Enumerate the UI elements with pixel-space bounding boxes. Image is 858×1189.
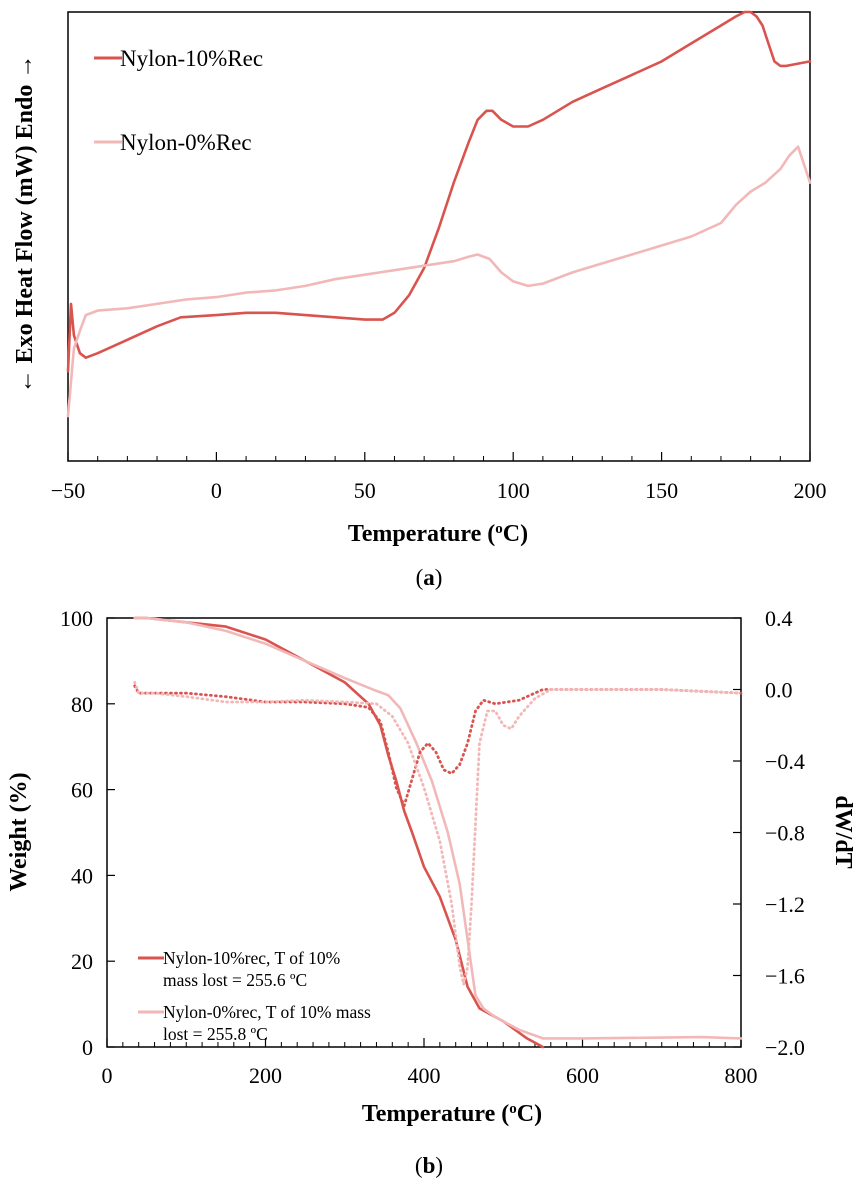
- x-tick-label-a: −50: [51, 478, 85, 503]
- y2-tick-label-b: 0.0: [765, 678, 793, 703]
- x-tick-label-b: 400: [408, 1063, 441, 1088]
- x-axis-title-b: Temperature (oC): [362, 1101, 542, 1127]
- x-tick-label-a: 200: [794, 478, 827, 503]
- x-tick-label-b: 0: [102, 1063, 113, 1088]
- x-tick-label-b: 800: [725, 1063, 758, 1088]
- x-tick-label-a: 100: [497, 478, 530, 503]
- y2-tick-label-b: −1.2: [765, 892, 805, 917]
- x-axis-title-a: Temperature (oC): [348, 521, 528, 547]
- x-tick-label-b: 200: [249, 1063, 282, 1088]
- y2-axis-title-b: dW/dT: [830, 795, 856, 868]
- x-tick-label-a: 50: [354, 478, 376, 503]
- y-tick-label-b: 0: [82, 1035, 93, 1060]
- series-line-a-1: [66, 145, 812, 418]
- plot-frame-a: [67, 11, 811, 462]
- y-tick-label-b: 100: [60, 606, 93, 631]
- legend-b-line1-nylon10: Nylon-10%rec, T of 10%: [163, 948, 340, 968]
- legend-label-nylon0: Nylon-0%Rec: [120, 130, 252, 155]
- axis-ticks-b: 0 200 400 600 800 0 20 40 60 80 100 −2.0 −1.6 −1.2 −0.…: [60, 606, 805, 1088]
- y2-tick-label-b: −2.0: [765, 1035, 805, 1060]
- series-group-b: [133, 616, 743, 1049]
- y-tick-label-b: 80: [71, 692, 93, 717]
- panel-label-a: (a): [416, 565, 443, 590]
- series-line-b-2: [133, 684, 743, 808]
- legend-b-line1-nylon0: Nylon-0%rec, T of 10% mass: [163, 1002, 371, 1022]
- legend-b-line2-nylon0: lost = 255.8 ºC: [163, 1024, 268, 1044]
- panel-label-b: (b): [415, 1153, 443, 1178]
- y-axis-title-b: Weight (%): [6, 772, 32, 891]
- dsc-chart: −50 0 50 100 150 200 ← Exo Heat Flow (mW) End…: [12, 10, 827, 590]
- y-tick-label-b: 40: [71, 863, 93, 888]
- y-tick-label-b: 20: [71, 949, 93, 974]
- y2-tick-label-b: −0.8: [765, 821, 805, 846]
- x-tick-label-a: 150: [645, 478, 678, 503]
- y2-tick-label-b: 0.4: [765, 606, 793, 631]
- series-group-a: [66, 10, 812, 418]
- series-line-a-0: [66, 10, 812, 373]
- legend-b-line2-nylon10: mass lost = 255.6 ºC: [163, 970, 307, 990]
- legend-b: Nylon-10%rec, T of 10% mass lost = 255.6…: [138, 948, 371, 1044]
- y-axis-title-a: ← Exo Heat Flow (mW) Endo →: [12, 55, 38, 394]
- y2-tick-label-b: −1.6: [765, 964, 805, 989]
- tga-chart: 0 200 400 600 800 0 20 40 60 80 100 −2.0 −1.6 −1.2 −0.…: [6, 606, 856, 1178]
- y-tick-label-b: 60: [71, 778, 93, 803]
- x-tick-label-a: 0: [211, 478, 222, 503]
- legend-a: Nylon-10%Rec Nylon-0%Rec: [94, 46, 263, 155]
- legend-label-nylon10: Nylon-10%Rec: [120, 46, 263, 71]
- series-line-b-1: [133, 616, 743, 1040]
- x-ticks-a: −50 0 50 100 150 200: [51, 452, 827, 503]
- series-line-b-0: [133, 616, 545, 1049]
- y2-tick-label-b: −0.4: [765, 749, 805, 774]
- x-tick-label-b: 600: [566, 1063, 599, 1088]
- series-line-b-3: [133, 680, 743, 986]
